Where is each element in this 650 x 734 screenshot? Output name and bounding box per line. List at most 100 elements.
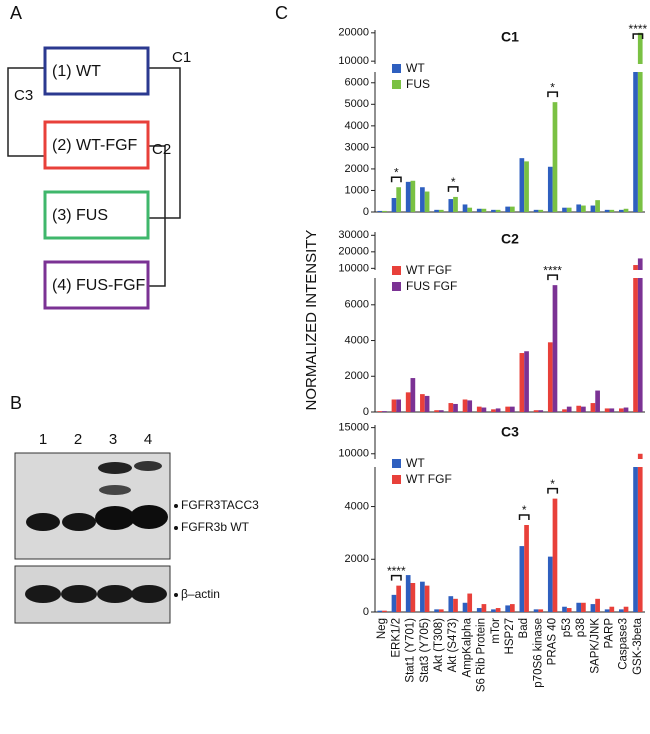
bar [609,606,615,612]
bar [519,546,525,612]
bar [538,609,544,612]
bar [581,205,586,212]
bar [491,409,496,412]
bar [495,608,501,612]
bar [476,208,482,212]
y-tick-label: 15000 [338,422,369,434]
bar [552,285,558,412]
bar [476,406,482,412]
bar [391,399,397,412]
sig-bracket [447,186,459,192]
legend-label: WT [406,456,425,470]
legend-swatch [392,80,401,89]
bar [562,409,567,412]
sig-label: * [522,503,527,517]
bar [562,606,567,612]
bar [552,498,558,612]
chart-title: C3 [501,424,519,440]
bar [377,210,383,212]
y-tick-label: 20000 [338,246,369,258]
x-tick-label: ERK1/2 [390,618,402,658]
bar [609,209,615,212]
western-blot [14,452,178,624]
x-tick-label: S6 Rib Protein [476,618,488,692]
bar [491,609,496,612]
bar [604,408,610,412]
bar [481,407,487,412]
bar [377,411,383,412]
bar-upper [637,258,643,270]
node-label: (2) WT-FGF [52,137,138,154]
y-tick-label: 4000 [345,500,369,512]
sig-label: **** [629,22,648,36]
y-tick-label: 2000 [345,163,369,175]
y-tick-label: 4000 [345,334,369,346]
bar [590,205,596,212]
bar [382,210,387,212]
bar [637,467,643,612]
node-label: (4) FUS-FGF [52,277,146,294]
bar [576,405,582,412]
bar [434,209,439,212]
panel-label: C [275,3,288,23]
bar [633,278,638,412]
cluster-label: C2 [152,141,171,158]
x-tick-label: p38 [575,618,587,637]
bar [491,209,496,212]
bar [405,575,411,612]
bar [524,351,529,412]
bar [510,604,515,612]
cluster-label: C1 [172,49,191,66]
x-tick-label: Akt (T308) [433,618,445,672]
bar [481,208,487,212]
band-label: FGFR3TACC3 [181,498,259,512]
sig-bracket [518,514,530,520]
dendrogram [7,67,181,287]
bar [581,406,586,412]
y-tick-label: 20000 [338,27,369,39]
legend-label: WT FGF [406,263,452,277]
bar [519,353,525,412]
bar [453,598,458,612]
sig-label: * [550,477,555,491]
bar [533,209,539,212]
bar [505,605,510,612]
sig-label: * [550,80,555,94]
panel-label: B [10,393,22,413]
bar [595,390,600,412]
sig-bracket [547,487,559,494]
lane-label: 1 [39,431,47,448]
bar [519,158,525,212]
bar [495,408,501,412]
bar [633,72,638,212]
bar-upper [637,453,643,459]
legend-label: WT FGF [406,472,452,486]
bar [595,200,600,212]
x-tick-label: AmpKalpha [461,617,473,677]
bar [467,207,473,212]
x-tick-label: Neg [376,618,388,639]
sig-label: **** [543,263,562,277]
lane-label: 2 [74,431,82,448]
y-tick-label: 10000 [338,55,369,67]
x-tick-label: p53 [561,618,573,637]
bar [476,608,482,612]
y-tick-label: 10000 [338,262,369,274]
bar-upper [633,265,638,270]
bar [391,594,397,612]
bar [510,206,515,212]
y-axis-label: NORMALIZED INTENSITY [303,230,320,411]
bar [618,609,624,612]
x-tick-label: Caspase3 [618,618,630,670]
bar [604,609,610,612]
bar [396,187,402,212]
sig-label: **** [387,564,406,578]
legend-label: FUS [406,77,430,91]
y-tick-label: 2000 [345,553,369,565]
node-box [43,46,150,96]
bar [505,406,510,412]
bar [538,209,544,212]
y-tick-label: 30000 [338,229,369,241]
bar [438,410,444,412]
bar [377,610,383,612]
